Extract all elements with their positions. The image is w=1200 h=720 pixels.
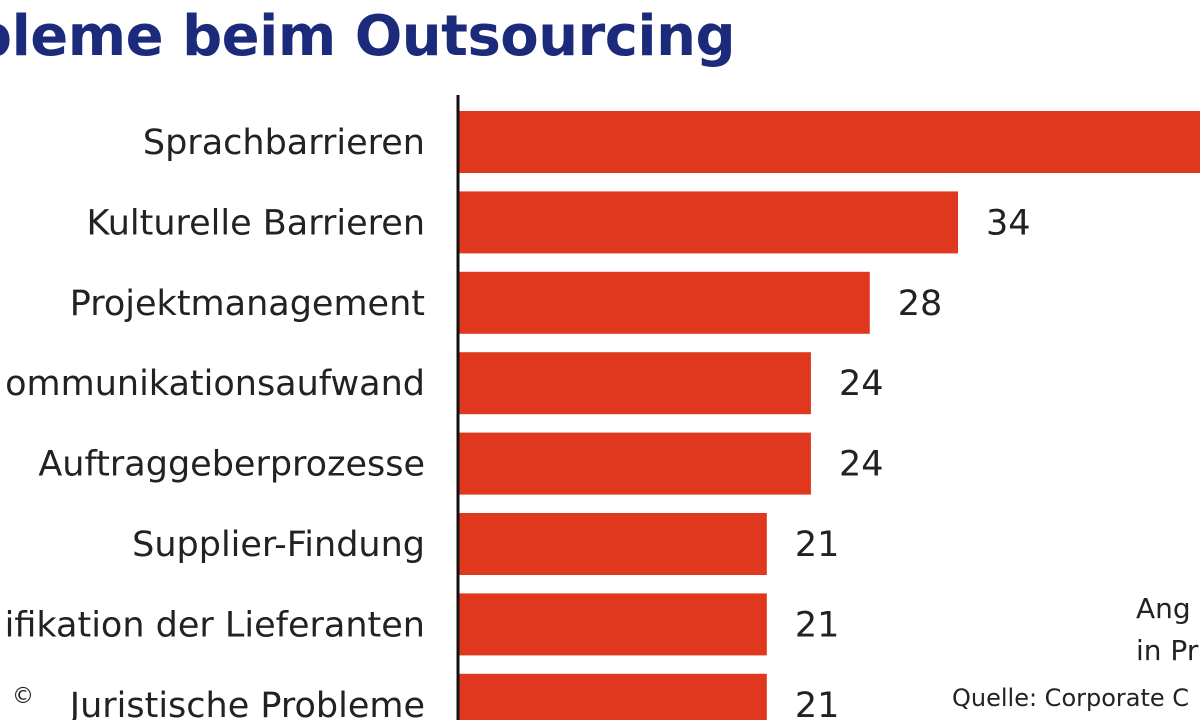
chart-title: bleme beim Outsourcing <box>0 4 736 69</box>
copyright-symbol: © <box>12 684 34 709</box>
category-label: Projektmanagement <box>70 284 425 324</box>
bar <box>458 673 767 720</box>
category-labels-group: Sprachbarrieren Kulturelle Barrieren Proje… <box>5 123 425 720</box>
category-label: Supplier-Findung <box>132 525 425 565</box>
unit-note: Ang in Pr <box>1136 592 1199 667</box>
category-label: Kulturelle Barrieren <box>87 203 426 243</box>
bars-group <box>458 111 1200 720</box>
bar <box>458 271 870 334</box>
bar <box>458 111 1200 173</box>
value-label: 21 <box>795 686 840 720</box>
category-label: Sprachbarrieren <box>143 123 425 163</box>
source-note: Quelle: Corporate C <box>952 684 1190 712</box>
category-label: ifikation der Lieferanten <box>5 605 425 645</box>
value-label: 21 <box>795 605 840 645</box>
bar <box>458 191 958 254</box>
category-label: Auftraggeberprozesse <box>38 445 425 485</box>
value-label: 21 <box>795 525 840 565</box>
bar <box>458 432 811 495</box>
value-label: 24 <box>839 445 884 485</box>
value-labels-group: 34 28 24 24 21 21 21 <box>795 203 1031 720</box>
value-label: 28 <box>898 284 943 324</box>
bar <box>458 513 767 575</box>
category-label: Juristische Probleme <box>68 686 425 720</box>
value-label: 34 <box>986 203 1031 243</box>
bar <box>458 352 811 415</box>
bar <box>458 593 767 656</box>
value-label: 24 <box>839 364 884 404</box>
category-label: ommunikationsaufwand <box>5 364 425 404</box>
